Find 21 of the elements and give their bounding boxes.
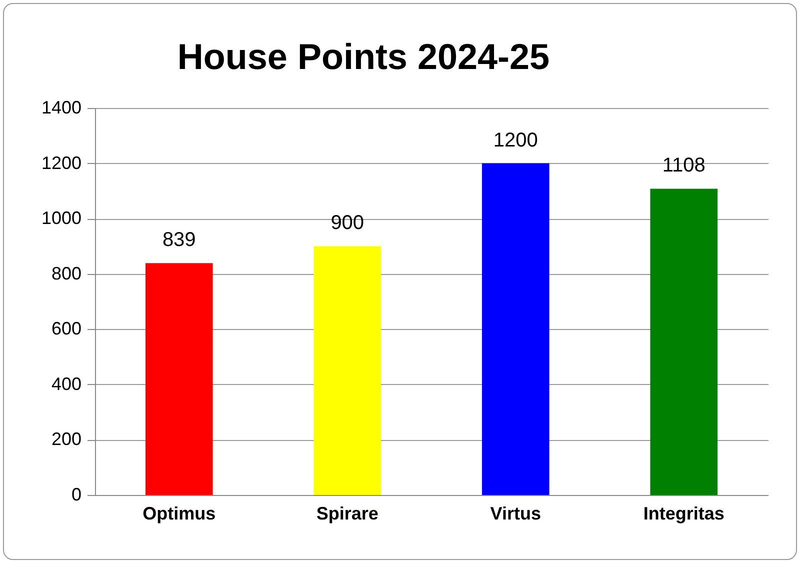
y-tick-label: 600 (51, 318, 82, 339)
y-tick-label: 400 (51, 374, 82, 394)
y-tick-label: 0 (71, 484, 82, 504)
bar (314, 246, 382, 495)
y-tick-label: 800 (51, 263, 82, 284)
chart-title: House Points 2024-25 (177, 36, 550, 77)
bar (145, 263, 213, 495)
x-tick-label: Optimus (142, 504, 216, 524)
bar (482, 163, 550, 495)
x-tick-label: Spirare (316, 504, 378, 524)
data-label: 1108 (662, 154, 706, 177)
y-tick-label: 1400 (41, 98, 82, 118)
data-label: 1200 (493, 129, 538, 152)
y-tick-label: 200 (51, 429, 82, 450)
x-tick-label: Integritas (643, 504, 724, 524)
data-label: 839 (162, 229, 196, 252)
bar (650, 188, 718, 495)
y-tick-label: 1000 (41, 208, 82, 228)
x-tick-label: Virtus (490, 504, 541, 524)
y-tick-label: 1200 (41, 152, 82, 173)
data-label: 900 (330, 212, 364, 234)
